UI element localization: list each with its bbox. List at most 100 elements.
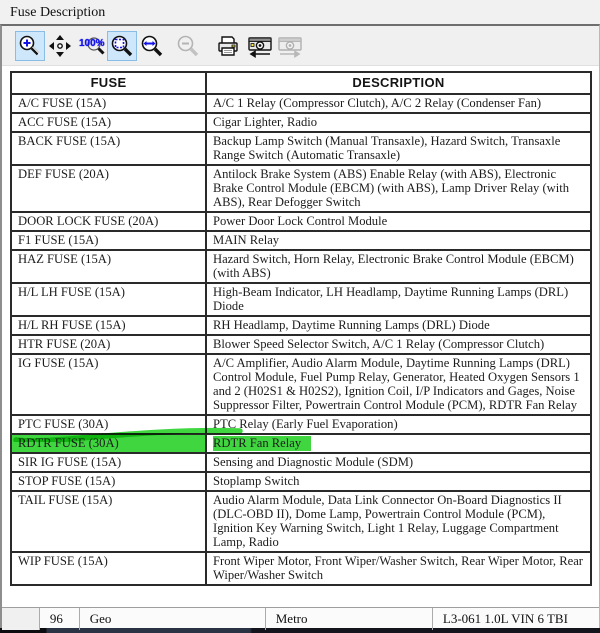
description-text: Front Wiper Motor, Front Wiper/Washer Sw…	[213, 554, 584, 582]
zoom-100-label: 100%	[79, 38, 105, 49]
fuse-cell: STOP FUSE (15A)	[10, 471, 207, 492]
fuse-cell: HTR FUSE (20A)	[10, 334, 207, 355]
zoom-out-button	[173, 31, 203, 61]
description-text: Audio Alarm Module, Data Link Connector …	[213, 493, 562, 549]
description-text: Power Door Lock Control Module	[213, 214, 388, 228]
description-cell: Audio Alarm Module, Data Link Connector …	[205, 490, 592, 553]
document-viewport[interactable]: FUSE DESCRIPTION A/C FUSE (15A) A/C 1 Rel…	[2, 66, 599, 607]
pan-button[interactable]	[45, 31, 75, 61]
zoom-out-icon	[176, 34, 200, 58]
pan-icon	[48, 34, 72, 58]
zoom-fit-page-button[interactable]	[107, 31, 137, 61]
description-cell: MAIN Relay	[205, 230, 592, 251]
fuse-cell: RDTR FUSE (30A)	[10, 427, 243, 454]
table-row: HAZ FUSE (15A) Hazard Switch, Horn Relay,…	[10, 249, 592, 284]
table-row: PTC FUSE (30A) PTC Relay (Early Fuel Evap…	[10, 414, 592, 435]
fuse-cell: HAZ FUSE (15A)	[10, 249, 207, 284]
description-text: RH Headlamp, Daytime Running Lamps (DRL)…	[213, 318, 490, 332]
fuse-cell: ACC FUSE (15A)	[10, 112, 207, 133]
zoom-fit-width-button[interactable]	[137, 31, 167, 61]
description-cell: PTC Relay (Early Fuel Evaporation)	[205, 414, 592, 435]
description-cell: Blower Speed Selector Switch, A/C 1 Rela…	[205, 334, 592, 355]
description-text: MAIN Relay	[213, 233, 280, 247]
status-cell: Metro	[266, 608, 433, 630]
fuse-cell: TAIL FUSE (15A)	[10, 490, 207, 553]
table-row: IG FUSE (15A) A/C Amplifier, Audio Alarm …	[10, 353, 592, 416]
zoom-fit-width-icon	[140, 34, 164, 58]
fuse-table: FUSE DESCRIPTION A/C FUSE (15A) A/C 1 Rel…	[10, 71, 592, 586]
description-cell: Cigar Lighter, Radio	[205, 112, 592, 133]
viewer-frame: 100%	[0, 24, 600, 630]
print-icon	[216, 34, 240, 58]
description-text: Blower Speed Selector Switch, A/C 1 Rela…	[213, 337, 545, 351]
window-title-text: Fuse Description	[10, 5, 106, 20]
fuse-cell: H/L LH FUSE (15A)	[10, 282, 207, 317]
table-header-row: FUSE DESCRIPTION	[10, 71, 592, 95]
description-text: High-Beam Indicator, LH Headlamp, Daytim…	[213, 285, 569, 313]
fuse-cell: DOOR LOCK FUSE (20A)	[10, 211, 207, 232]
description-text: A/C 1 Relay (Compressor Clutch), A/C 2 R…	[213, 96, 542, 110]
fuse-cell: A/C FUSE (15A)	[10, 93, 207, 114]
status-bar: 96 Geo Metro L3-061 1.0L VIN 6 TBI	[2, 607, 599, 630]
description-text: Sensing and Diagnostic Module (SDM)	[213, 455, 414, 469]
status-cell	[2, 608, 40, 630]
table-row: HTR FUSE (20A) Blower Speed Selector Swit…	[10, 334, 592, 355]
description-cell: A/C Amplifier, Audio Alarm Module, Dayti…	[205, 353, 592, 416]
toolbar: 100%	[2, 26, 599, 66]
zoom-100-icon	[79, 33, 105, 59]
fuse-cell: SIR IG FUSE (15A)	[10, 452, 207, 473]
table-row: A/C FUSE (15A) A/C 1 Relay (Compressor Cl…	[10, 93, 592, 114]
description-cell: Stoplamp Switch	[205, 471, 592, 492]
table-row: STOP FUSE (15A) Stoplamp Switch	[10, 471, 592, 492]
table-row: RDTR FUSE (30A) RDTR Fan Relay	[10, 427, 592, 454]
description-cell: RH Headlamp, Daytime Running Lamps (DRL)…	[205, 315, 592, 336]
fuse-cell: DEF FUSE (20A)	[10, 164, 207, 213]
description-text: Stoplamp Switch	[213, 474, 300, 488]
zoom-fit-page-icon	[110, 34, 134, 58]
window-title: Fuse Description	[0, 0, 600, 24]
description-text: RDTR Fan Relay	[213, 436, 312, 451]
zoom-100-button[interactable]: 100%	[77, 31, 107, 61]
next-image-button	[275, 31, 305, 61]
table-row: DEF FUSE (20A) Antilock Brake System (ABS…	[10, 164, 592, 213]
status-cell: Geo	[80, 608, 266, 630]
description-cell: Antilock Brake System (ABS) Enable Relay…	[205, 164, 592, 213]
description-text: Antilock Brake System (ABS) Enable Relay…	[213, 167, 570, 209]
description-text: Hazard Switch, Horn Relay, Electronic Br…	[213, 252, 574, 280]
fuse-cell: BACK FUSE (15A)	[10, 131, 207, 166]
description-text: Cigar Lighter, Radio	[213, 115, 318, 129]
description-text: A/C Amplifier, Audio Alarm Module, Dayti…	[213, 356, 580, 412]
description-cell: Hazard Switch, Horn Relay, Electronic Br…	[205, 249, 592, 284]
table-row: ACC FUSE (15A) Cigar Lighter, Radio	[10, 112, 592, 133]
fuse-cell: WIP FUSE (15A)	[10, 551, 207, 586]
description-cell: Sensing and Diagnostic Module (SDM)	[205, 452, 592, 473]
table-row: WIP FUSE (15A) Front Wiper Motor, Front W…	[10, 551, 592, 586]
table-row: TAIL FUSE (15A) Audio Alarm Module, Data …	[10, 490, 592, 553]
print-button[interactable]	[213, 31, 243, 61]
zoom-in-icon	[18, 34, 42, 58]
status-cell: 96	[40, 608, 80, 630]
camera-forward-icon	[276, 33, 304, 59]
previous-image-button[interactable]	[245, 31, 275, 61]
fuse-column-header: FUSE	[10, 71, 207, 95]
fuse-cell: F1 FUSE (15A)	[10, 230, 207, 251]
table-row: DOOR LOCK FUSE (20A) Power Door Lock Cont…	[10, 211, 592, 232]
description-cell: Power Door Lock Control Module	[205, 211, 592, 232]
fuse-table-body: A/C FUSE (15A) A/C 1 Relay (Compressor Cl…	[10, 93, 592, 586]
description-text: PTC Relay (Early Fuel Evaporation)	[213, 417, 398, 431]
fuse-cell: PTC FUSE (30A)	[10, 414, 207, 435]
description-cell: High-Beam Indicator, LH Headlamp, Daytim…	[205, 282, 592, 317]
table-row: H/L LH FUSE (15A) High-Beam Indicator, LH…	[10, 282, 592, 317]
taskbar-edge	[0, 628, 600, 633]
description-cell: Backup Lamp Switch (Manual Transaxle), H…	[205, 131, 592, 166]
description-cell: RDTR Fan Relay	[205, 433, 592, 454]
zoom-in-button[interactable]	[15, 31, 45, 61]
table-row: BACK FUSE (15A) Backup Lamp Switch (Manua…	[10, 131, 592, 166]
description-cell: A/C 1 Relay (Compressor Clutch), A/C 2 R…	[205, 93, 592, 114]
description-cell: Front Wiper Motor, Front Wiper/Washer Sw…	[205, 551, 592, 586]
table-row: H/L RH FUSE (15A) RH Headlamp, Daytime Ru…	[10, 315, 592, 336]
table-row: F1 FUSE (15A) MAIN Relay	[10, 230, 592, 251]
camera-back-icon	[246, 33, 274, 59]
fuse-cell: H/L RH FUSE (15A)	[10, 315, 207, 336]
